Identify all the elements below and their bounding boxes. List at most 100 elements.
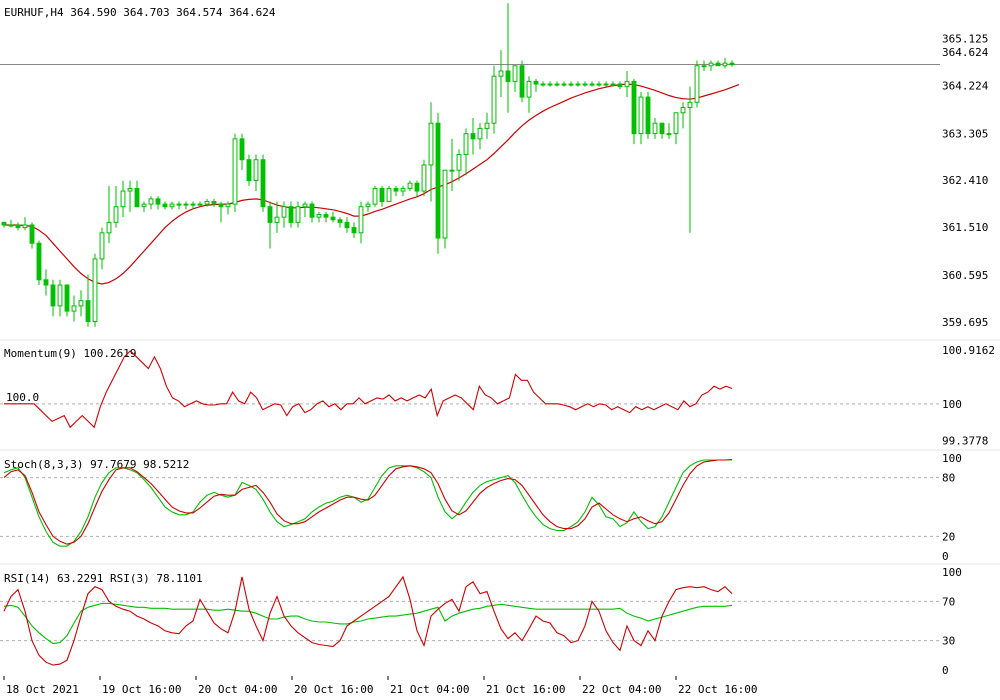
candle-body [582, 83, 588, 86]
candle-body [71, 305, 77, 312]
candle-body [365, 203, 371, 208]
candle-body [456, 154, 462, 171]
momentum-ref-label: 100.0 [6, 391, 39, 404]
candle-body [421, 164, 427, 192]
candle-body [169, 203, 175, 208]
candle-body [610, 83, 616, 86]
candle-body [120, 190, 126, 208]
candle-body [617, 83, 623, 88]
candle-body [1, 221, 7, 226]
x-tick-label: 21 Oct 04:00 [390, 683, 469, 696]
candle-body [337, 219, 343, 223]
stoch-title: Stoch(8,3,3) 97.7679 98.5212 [4, 458, 189, 471]
candle-body [50, 284, 56, 307]
candle-body [253, 159, 259, 182]
candle-body [512, 65, 518, 82]
candle-body [309, 203, 315, 218]
candle-body [729, 62, 735, 66]
candle-body [358, 206, 364, 234]
candle-body [659, 122, 665, 135]
candle-body [477, 127, 483, 140]
indicator-series-line [3, 575, 733, 666]
indicator-series-line [4, 350, 733, 429]
momentum-title: Momentum(9) 100.2619 [4, 347, 136, 360]
candle-body [372, 187, 378, 205]
candle-body [351, 227, 357, 234]
candle-body [162, 203, 168, 208]
candle-body [316, 214, 322, 218]
candle-body [435, 122, 441, 239]
candle-body [211, 200, 217, 205]
price-tick-label: 361.510 [942, 221, 988, 234]
indicator-tick-label: 20 [942, 530, 955, 543]
candle-body [99, 232, 105, 260]
indicator-series-line [3, 459, 732, 547]
candle-body [267, 206, 273, 223]
candle-body [631, 80, 637, 135]
candle-body [701, 65, 707, 68]
candle-body [533, 80, 539, 85]
candle-body [638, 96, 644, 135]
candle-body [57, 284, 63, 307]
indicator-tick-label: 100.9162 [942, 344, 995, 357]
candle-body [505, 70, 511, 82]
indicator-tick-label: 80 [942, 472, 955, 485]
candle-body [22, 224, 28, 229]
indicator-tick-label: 0 [942, 664, 949, 677]
x-tick-label: 20 Oct 04:00 [198, 683, 277, 696]
candle-body [540, 83, 546, 86]
candle-body [498, 70, 504, 77]
x-tick-label: 20 Oct 16:00 [294, 683, 373, 696]
indicator-tick-label: 100 [942, 566, 962, 579]
candle-body [596, 83, 602, 86]
candle-body [526, 80, 532, 98]
candle-body [141, 203, 147, 208]
candle-body [225, 203, 231, 208]
candle-body [204, 200, 210, 205]
candle-body [673, 112, 679, 135]
candle-body [155, 198, 161, 205]
indicator-tick-label: 0 [942, 550, 949, 563]
candle-body [386, 187, 392, 202]
indicator-tick-label: 100 [942, 452, 962, 465]
candle-body [302, 203, 308, 208]
candle-body [330, 216, 336, 221]
candle-body [575, 83, 581, 86]
candle-body [428, 122, 434, 166]
candle-body [281, 206, 287, 218]
candle-body [148, 198, 154, 205]
candle-body [554, 83, 560, 86]
candle-body [260, 159, 266, 208]
candle-body [43, 279, 49, 286]
candle-body [645, 96, 651, 135]
rsi-title: RSI(14) 63.2291 RSI(3) 78.1101 [4, 572, 203, 585]
indicator-tick-label: 70 [942, 595, 955, 608]
candle-body [29, 224, 35, 244]
candle-body [547, 83, 553, 86]
candle-body [470, 133, 476, 140]
candle-body [218, 203, 224, 208]
candle-body [722, 62, 728, 67]
indicator-tick-label: 100 [942, 398, 962, 411]
current-price-label: 364.624 [942, 46, 989, 59]
candle-body [134, 187, 140, 208]
candle-body [288, 206, 294, 223]
indicator-tick-label: 99.3778 [942, 434, 988, 447]
candle-body [78, 300, 84, 307]
candle-body [64, 284, 70, 312]
indicator-series-line [3, 602, 733, 645]
price-tick-label: 365.125 [942, 32, 988, 45]
candle-body [680, 107, 686, 114]
candle-body [323, 214, 329, 218]
candle-body [379, 187, 385, 202]
candle-body [274, 216, 280, 223]
price-tick-label: 363.305 [942, 127, 988, 140]
candle-body [344, 221, 350, 229]
candle-body [715, 62, 721, 67]
indicator-tick-label: 30 [942, 635, 955, 648]
candle-body [239, 138, 245, 161]
x-tick-label: 22 Oct 16:00 [678, 683, 757, 696]
candle-body [484, 122, 490, 129]
